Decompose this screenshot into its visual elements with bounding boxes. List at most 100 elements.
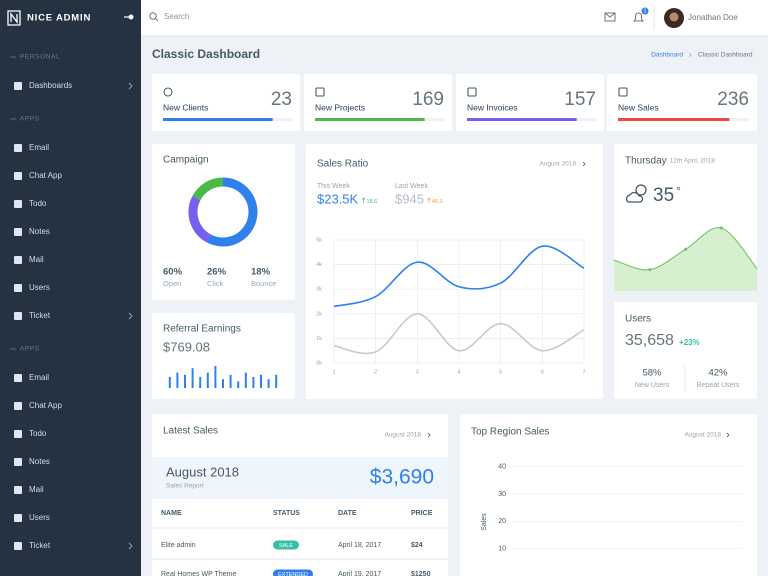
search-input[interactable]: Search [164,12,189,21]
bar [229,374,232,388]
dropdown[interactable]: August 2018 [384,432,421,439]
summary-label: Sales Report [166,483,204,490]
mail-icon[interactable] [604,12,616,22]
summary-period: August 2018 [166,464,239,479]
menu-item[interactable]: Notes [29,227,50,236]
table-cell: $1250 [411,571,431,576]
summary-total: $3,690 [370,466,434,489]
menu-item[interactable]: Email [29,143,49,152]
users-breakdown-label: New Users [635,382,670,389]
x-tick-label: 6 [541,369,544,375]
notification-badge [641,7,649,15]
users-breakdown-value: 58% [642,368,662,379]
stat-value: 169 [412,89,444,110]
kpi-value: $23.5K [317,191,359,206]
dropdown[interactable]: August 2018 [539,161,576,168]
stat-icon [163,87,173,97]
stat-value: 157 [564,89,596,110]
bell-icon[interactable] [633,12,644,22]
stat-icon [467,87,477,97]
menu-item[interactable]: Dashboards [29,81,72,90]
menu-icon [14,486,22,494]
table-header: NAME [161,510,182,517]
chart-title: Campaign [163,155,209,166]
mail-icon-flap [604,12,616,18]
stat-label: New Sales [618,102,659,112]
kpi-label: Last Week [395,183,428,190]
bar [222,379,224,388]
section-heading: PERSONAL [20,54,60,61]
x-tick-label: 3 [416,369,419,375]
breadcrumb[interactable]: Dashboard [651,52,683,59]
users-breakdown-label: Repeat Users [697,382,740,389]
y-tick-label: 20 [498,518,506,525]
chart-title: Referral Earnings [163,324,241,335]
menu-item[interactable]: Mail [29,255,44,264]
menu-icon [14,430,22,438]
x-tick-label: 4 [457,369,460,375]
user-name[interactable]: Jonathan Doe [688,13,738,22]
line-series [333,312,585,355]
menu-icon [14,256,22,264]
menu-icon [14,458,22,466]
menu-item[interactable]: Mail [29,485,44,494]
card-title: Users [625,314,651,325]
stat-bar [315,118,425,121]
table-header: DATE [338,510,357,517]
card [460,414,757,576]
sidebar-toggle[interactable] [128,14,134,20]
donut-segment [192,177,224,201]
users-breakdown-value: 42% [708,368,728,379]
bar [184,374,186,388]
stat-value: 23 [271,89,292,110]
menu-item[interactable]: Users [29,283,50,292]
donut-value-label: 18% [251,267,271,278]
card [456,74,604,131]
area-point [719,226,723,230]
y-tick-label: 1k [316,336,322,342]
dropdown[interactable]: August 2018 [684,432,721,439]
donut-legend-label: Bounce [251,279,276,288]
menu-icon [14,374,22,382]
chart-title: Top Region Sales [471,427,549,438]
sidebar [0,0,141,576]
dropdown-caret[interactable] [582,161,586,167]
kpi-label: This Week [317,183,350,190]
brand-logo [7,10,21,26]
sales-summary [152,457,448,499]
stat-bar [163,118,273,121]
menu-item[interactable]: Users [29,513,50,522]
bar [275,374,278,388]
menu-item[interactable]: Notes [29,457,50,466]
chart-title: Sales Ratio [317,159,369,170]
menu-icon [14,200,22,208]
kpi-change: 46.3 [432,199,443,205]
status-text: SALE [279,543,293,549]
menu-icon [14,82,22,90]
menu-item[interactable]: Todo [29,199,47,208]
dropdown-caret[interactable] [427,432,431,438]
menu-item[interactable]: Chat App [29,171,62,180]
menu-item[interactable]: Todo [29,429,47,438]
menu-item[interactable]: Email [29,373,49,382]
menu-icon [14,542,22,550]
menu-item[interactable]: Ticket [29,311,51,320]
menu-item[interactable]: Ticket [29,541,51,550]
up-arrow [427,197,431,203]
donut-value-label: 26% [207,267,227,278]
x-tick-label: 1 [332,369,335,375]
y-tick-label: 4k [316,262,322,268]
notification-count: 1 [644,9,647,15]
bar [252,377,255,388]
table-cell: Elite admin [161,542,196,549]
status-pill [273,540,299,550]
dropdown-caret[interactable] [726,432,730,438]
donut-segment [206,177,258,247]
area-point [683,247,688,251]
chart-subtitle: $769.08 [163,339,210,354]
bar [191,368,194,388]
card [614,302,757,399]
weather-date: 12th April, 2018 [670,158,716,165]
menu-item[interactable]: Chat App [29,401,62,410]
card-title: Latest Sales [163,426,218,437]
